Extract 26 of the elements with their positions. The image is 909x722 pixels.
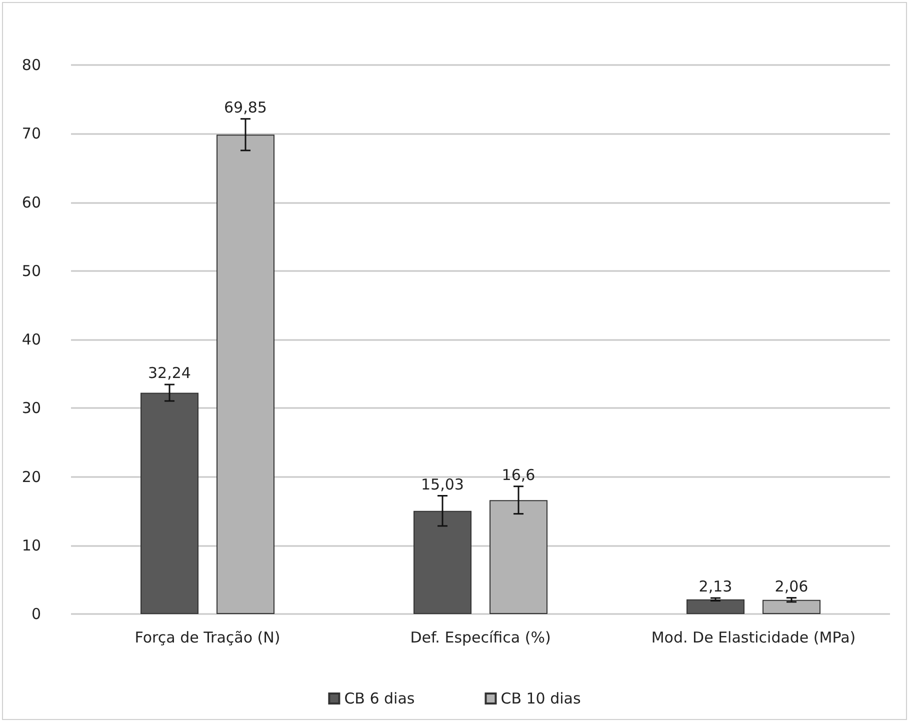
bar: [414, 510, 472, 614]
data-label: 15,03: [421, 475, 464, 494]
data-label: 69,85: [224, 98, 267, 116]
y-tick-label: 0: [31, 605, 41, 623]
y-tick-label: 60: [22, 193, 41, 212]
bar: [216, 134, 274, 614]
x-tick-label: Def. Específica (%): [410, 628, 551, 646]
data-label: 2,13: [698, 578, 732, 596]
bar: [762, 600, 820, 614]
bar: [686, 599, 744, 614]
y-tick-label: 30: [22, 399, 41, 418]
legend-label: CB 10 dias: [500, 690, 581, 708]
y-tick-label: 20: [22, 468, 41, 486]
bar: [140, 392, 198, 614]
x-tick-label: Força de Tração (N): [134, 628, 280, 646]
y-tick-label: 10: [22, 536, 41, 554]
data-label: 16,6: [502, 466, 536, 484]
legend-label: CB 6 dias: [344, 690, 415, 708]
x-tick-label: Mod. De Elasticidade (MPa): [651, 628, 856, 646]
y-tick-label: 80: [22, 56, 41, 74]
bar: [490, 500, 548, 614]
y-tick-label: 70: [22, 124, 41, 143]
y-tick-label: 40: [22, 330, 41, 348]
y-tick-label: 50: [22, 262, 41, 280]
data-label: 2,06: [774, 577, 808, 596]
data-label: 32,24: [148, 364, 191, 382]
